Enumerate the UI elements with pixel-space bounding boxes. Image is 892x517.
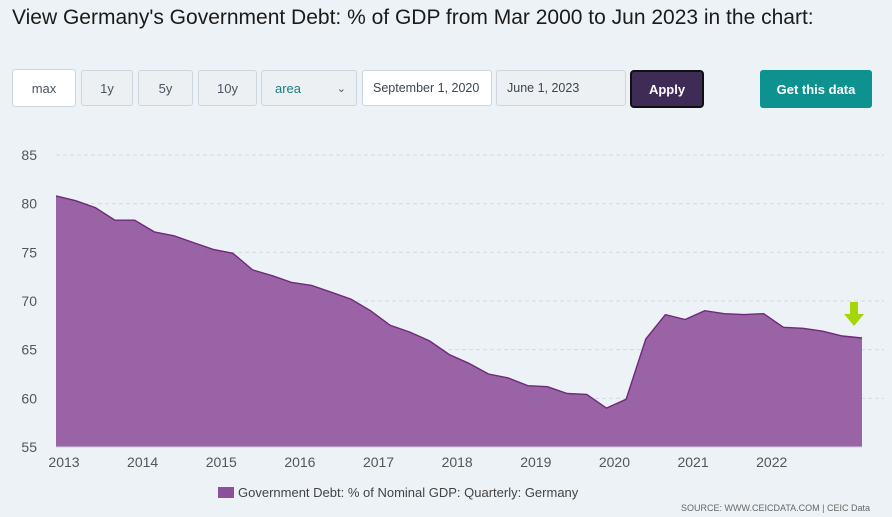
x-tick-label: 2019	[520, 454, 551, 470]
x-tick-label: 2020	[599, 454, 630, 470]
range-10y-button[interactable]: 10y	[198, 70, 257, 106]
y-tick-label: 60	[21, 390, 37, 406]
chevron-down-icon: ⌄	[336, 82, 346, 95]
x-tick-label: 2021	[677, 454, 708, 470]
y-tick-label: 55	[21, 439, 37, 455]
last-point-arrow-icon	[844, 301, 864, 326]
y-tick-label: 70	[21, 293, 37, 309]
series-area	[56, 195, 862, 447]
source-note: SOURCE: WWW.CEICDATA.COM | CEIC Data	[680, 503, 870, 513]
x-tick-label: 2018	[442, 454, 473, 470]
y-tick-label: 80	[21, 196, 37, 212]
range-5y-button[interactable]: 5y	[138, 70, 193, 106]
x-tick-label: 2017	[363, 454, 394, 470]
chart-type-value: area	[275, 80, 302, 96]
range-max-button[interactable]: max	[12, 69, 76, 107]
y-tick-label: 65	[21, 342, 37, 358]
series-line	[55, 195, 863, 409]
y-tick-label: 85	[21, 147, 37, 163]
page-title: View Germany's Government Debt: % of GDP…	[12, 6, 814, 29]
chart-legend[interactable]: Government Debt: % of Nominal GDP: Quart…	[218, 485, 578, 500]
chart-type-select[interactable]: area ⌄	[261, 70, 357, 106]
legend-label: Government Debt: % of Nominal GDP: Quart…	[238, 485, 579, 500]
x-tick-label: 2013	[48, 454, 79, 470]
get-this-data-button[interactable]: Get this data	[760, 70, 872, 108]
y-tick-label: 75	[21, 244, 37, 260]
x-tick-label: 2016	[284, 454, 315, 470]
x-tick-label: 2014	[127, 454, 158, 470]
x-tick-label: 2015	[206, 454, 237, 470]
legend-swatch	[218, 487, 234, 498]
start-date-input[interactable]: September 1, 2020	[362, 70, 492, 106]
apply-button[interactable]: Apply	[630, 70, 704, 108]
range-1y-button[interactable]: 1y	[81, 70, 133, 106]
x-tick-label: 2022	[756, 454, 787, 470]
end-date-input[interactable]: June 1, 2023	[496, 70, 626, 106]
